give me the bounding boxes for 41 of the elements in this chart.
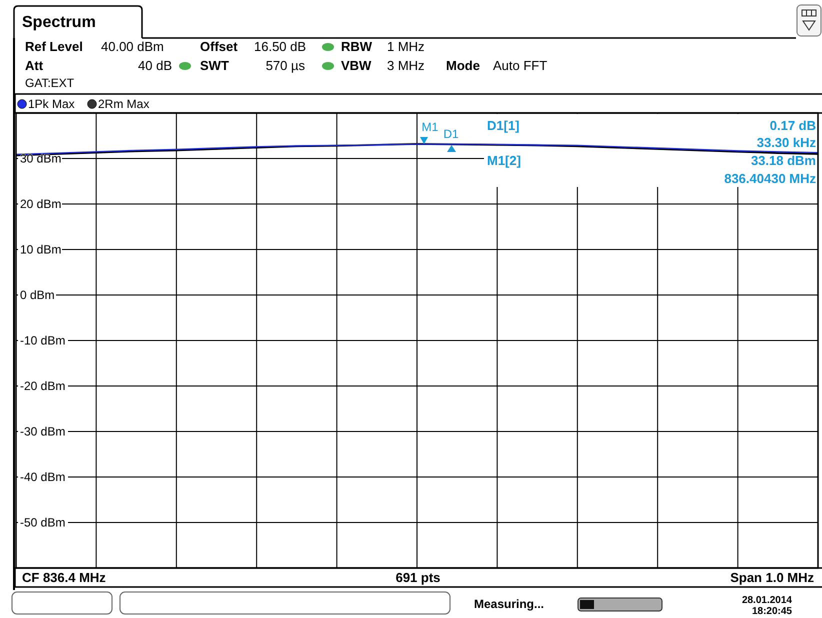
annotation: D1[1] <box>487 118 520 133</box>
text: Mode <box>446 58 480 73</box>
text: 28.01.2014 <box>742 595 792 606</box>
text: RBW <box>341 39 373 54</box>
text: Measuring... <box>474 597 544 611</box>
y-tick-label: 20 dBm <box>20 197 62 211</box>
text: 40 dB <box>138 58 172 73</box>
annotation: 33.30 kHz <box>756 135 816 150</box>
text: 40.00 dBm <box>101 39 164 54</box>
text: SWT <box>200 58 229 73</box>
legend-label: 2Rm Max <box>98 97 150 111</box>
annotation: M1[2] <box>487 153 521 168</box>
text: 570 µs <box>266 58 306 73</box>
text: Ref Level <box>25 39 83 54</box>
text: 691 pts <box>396 570 440 585</box>
y-tick-label: -10 dBm <box>20 334 66 348</box>
annotation: 33.18 dBm <box>750 153 816 168</box>
annotation: D1 <box>443 127 459 141</box>
chart-title: Spectrum <box>22 14 96 31</box>
text: Auto FFT <box>493 58 548 73</box>
annotation: 836.40430 MHz <box>724 171 816 186</box>
y-tick-label: -30 dBm <box>20 424 66 438</box>
y-tick-label: -50 dBm <box>20 516 66 530</box>
y-tick-label: -40 dBm <box>20 470 66 484</box>
text: VBW <box>341 58 372 73</box>
text: 1 MHz <box>387 39 425 54</box>
text: 16.50 dB <box>254 39 306 54</box>
text: Offset <box>200 39 238 54</box>
annotation: M1 <box>422 120 439 134</box>
y-tick-label: 30 dBm <box>20 152 62 166</box>
text: CF 836.4 MHz <box>22 570 106 585</box>
text: 3 MHz <box>387 58 425 73</box>
legend-label: 1Pk Max <box>28 97 75 111</box>
y-tick-label: -20 dBm <box>20 379 66 393</box>
y-tick-label: 0 dBm <box>20 288 55 302</box>
text: Att <box>25 58 44 73</box>
text: 18:20:45 <box>752 606 792 617</box>
text: Span 1.0 MHz <box>730 570 814 585</box>
annotation: 0.17 dB <box>770 118 816 133</box>
text: GAT:EXT <box>25 76 75 90</box>
y-tick-label: 10 dBm <box>20 242 62 256</box>
